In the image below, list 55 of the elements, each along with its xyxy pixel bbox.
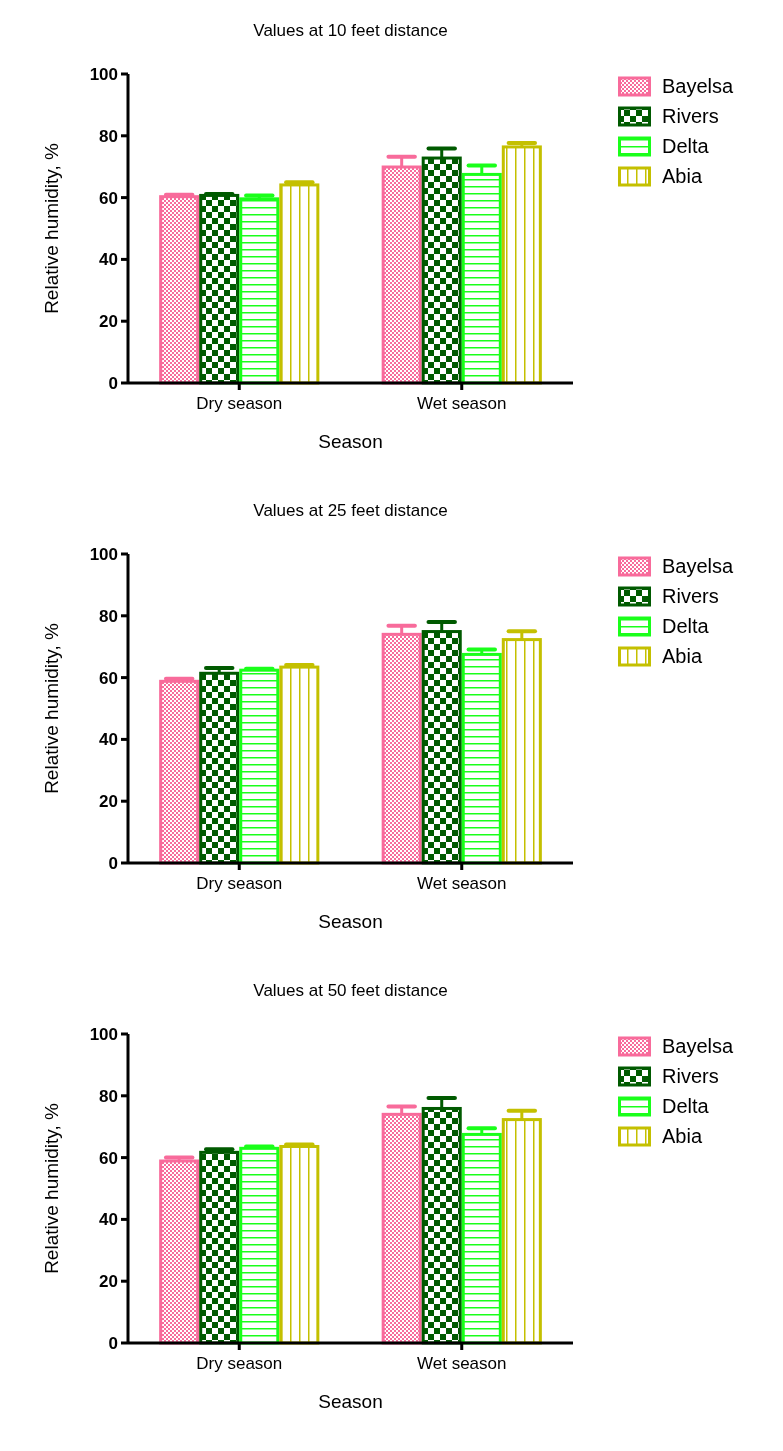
y-tick-label: 100: [89, 64, 118, 84]
legend-label: Delta: [662, 615, 710, 637]
y-tick-label: 60: [99, 668, 118, 688]
y-tick-label: 40: [99, 730, 118, 750]
chart-title: Values at 10 feet distance: [253, 21, 448, 40]
x-tick-label: Wet season: [417, 1354, 507, 1373]
y-tick-label: 80: [99, 606, 118, 626]
bar: [199, 193, 240, 385]
y-axis-title: Relative humidity, %: [41, 143, 62, 314]
bar: [239, 1146, 280, 1345]
y-axis-title: Relative humidity, %: [41, 1103, 62, 1274]
y-tick-label: 40: [99, 250, 118, 270]
legend-label: Delta: [662, 135, 710, 157]
y-tick-label: 40: [99, 1210, 118, 1230]
bar: [279, 183, 320, 385]
bar: [239, 197, 280, 385]
x-axis-title: Season: [318, 1391, 383, 1412]
y-tick-label: 100: [89, 1024, 118, 1044]
y-tick-label: 0: [108, 373, 118, 393]
bar: [381, 1112, 422, 1345]
y-tick-label: 60: [99, 1148, 118, 1168]
x-tick-label: Dry season: [196, 1354, 283, 1373]
legend-label: Abia: [662, 165, 703, 187]
legend-label: Abia: [662, 645, 703, 667]
x-tick-label: Wet season: [417, 874, 507, 893]
y-tick-label: 20: [99, 312, 118, 332]
legend-label: Bayelsa: [662, 1035, 735, 1057]
chart-title: Values at 25 feet distance: [253, 501, 448, 520]
y-tick-label: 100: [89, 544, 118, 564]
bar: [501, 145, 542, 385]
y-tick-label: 80: [99, 1086, 118, 1106]
legend-label: Bayelsa: [662, 555, 735, 577]
y-tick-label: 0: [108, 1333, 118, 1353]
y-tick-label: 20: [99, 1272, 118, 1292]
x-axis-title: Season: [318, 911, 383, 932]
x-tick-label: Wet season: [417, 394, 507, 413]
chart-title: Values at 50 feet distance: [253, 981, 448, 1000]
legend-label: Rivers: [662, 585, 719, 607]
y-tick-label: 60: [99, 188, 118, 208]
x-axis-title: Season: [318, 431, 383, 452]
x-tick-label: Dry season: [196, 874, 283, 893]
y-tick-label: 20: [99, 792, 118, 812]
bar: [279, 1144, 320, 1345]
y-tick-label: 80: [99, 126, 118, 146]
legend-label: Delta: [662, 1095, 710, 1117]
legend-label: Abia: [662, 1125, 703, 1147]
legend-label: Bayelsa: [662, 75, 735, 97]
y-tick-label: 0: [108, 853, 118, 873]
bar: [159, 1159, 200, 1345]
legend-label: Rivers: [662, 105, 719, 127]
bar: [159, 195, 200, 385]
legend-label: Rivers: [662, 1065, 719, 1087]
x-tick-label: Dry season: [196, 394, 283, 413]
y-axis-title: Relative humidity, %: [41, 623, 62, 794]
bar: [199, 1150, 240, 1345]
